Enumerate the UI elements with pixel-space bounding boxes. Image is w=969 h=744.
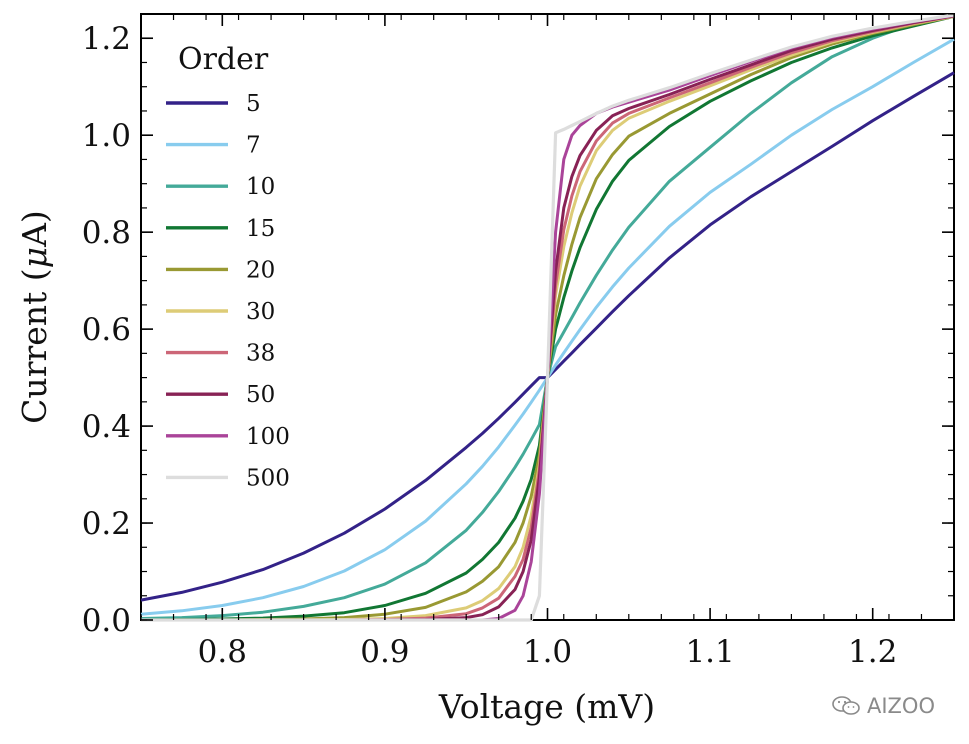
y-tick-label: 0.0: [82, 603, 131, 639]
series-line-500: [141, 13, 955, 622]
legend-title: Order: [178, 42, 269, 77]
y-tick-label: 1.2: [82, 21, 131, 57]
axis-ticks: 0.8 0.9 1.0 1.1 1.2 0.0 0.2 0.4 0.6 0.8 1.0 1.2: [82, 13, 955, 670]
y-tick-label: 0.4: [82, 409, 131, 445]
legend-label-50: 50: [246, 382, 275, 408]
legend-label-100: 100: [246, 424, 290, 450]
x-tick-label: 1.2: [848, 634, 897, 670]
watermark: AIZOO: [831, 694, 935, 718]
x-tick-label: 0.8: [198, 634, 247, 670]
legend-label-10: 10: [246, 174, 275, 200]
x-tick-label: 0.9: [360, 634, 409, 670]
y-tick-label: 0.6: [82, 312, 131, 348]
legend-label-38: 38: [246, 341, 275, 367]
x-tick-label: 1.1: [685, 634, 734, 670]
legend-label-20: 20: [246, 257, 275, 283]
legend-label-30: 30: [246, 299, 275, 325]
x-tick-label: 1.0: [523, 634, 572, 670]
legend-label-15: 15: [246, 216, 275, 242]
y-tick-label: 0.8: [82, 215, 131, 251]
legend-label-5: 5: [246, 91, 261, 117]
wechat-icon: [832, 696, 860, 715]
x-axis-label: Voltage (mV): [438, 687, 655, 726]
legend-label-500: 500: [246, 465, 290, 491]
series-lines: [140, 13, 955, 622]
series-line-7: [140, 37, 955, 616]
legend-label-7: 7: [246, 133, 261, 159]
legend: Order 5 7 10 15 20 30 38 50 100 500: [166, 42, 290, 491]
watermark-text: AIZOO: [866, 694, 935, 718]
y-tick-label: 1.0: [82, 118, 131, 154]
y-tick-label: 0.2: [82, 506, 131, 542]
y-axis-label: Current (μA): [15, 210, 54, 424]
